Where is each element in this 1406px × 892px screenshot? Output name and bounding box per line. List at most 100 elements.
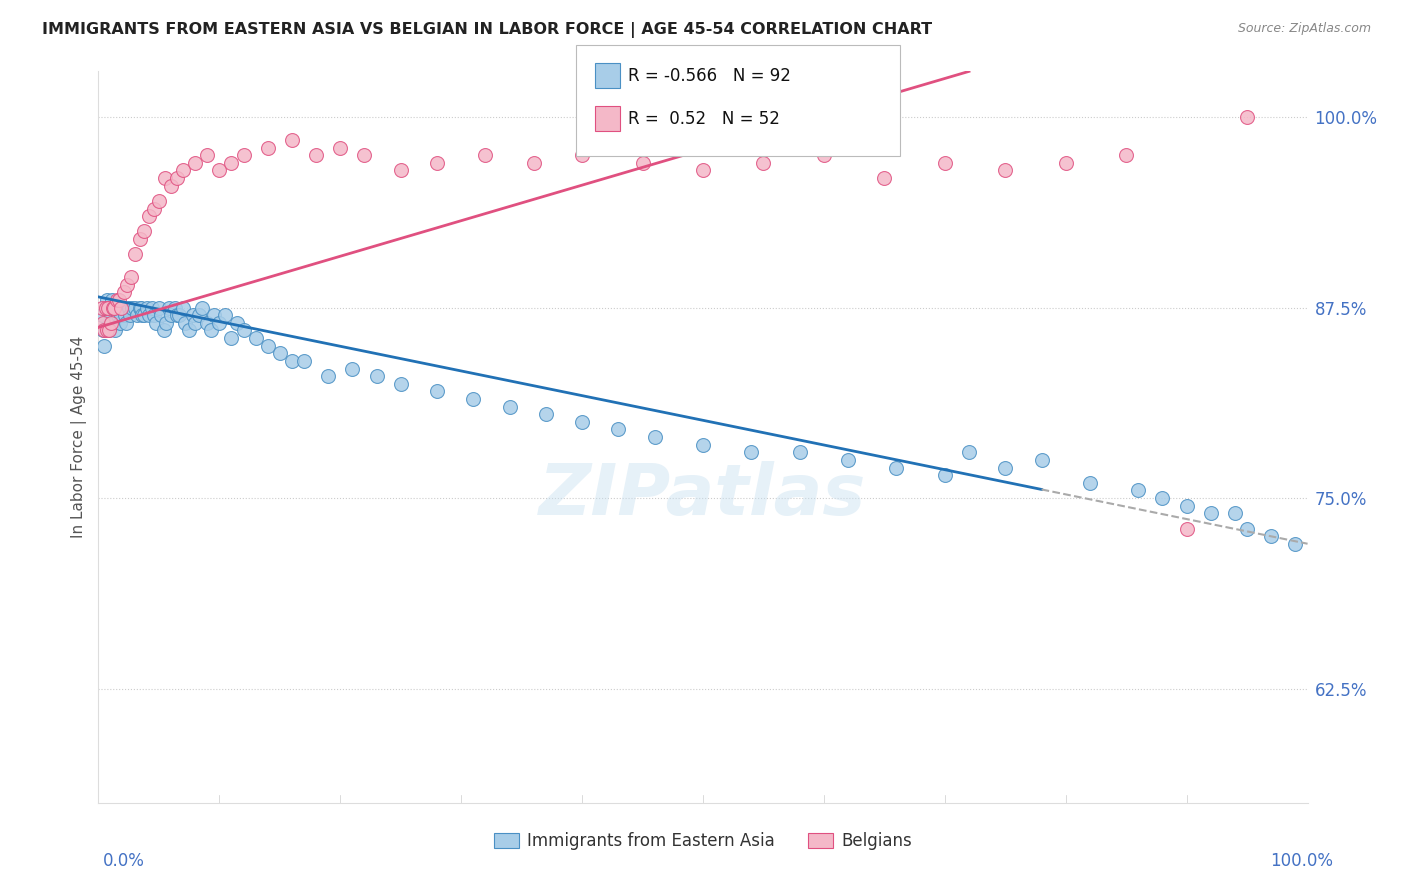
Point: [463, 392, 485, 406]
Point: [571, 148, 593, 162]
Point: [245, 331, 267, 345]
Point: [120, 270, 142, 285]
Point: [837, 453, 859, 467]
Point: [138, 308, 160, 322]
Point: [740, 445, 762, 459]
Point: [994, 460, 1017, 475]
Point: [98, 323, 121, 337]
Point: [631, 156, 654, 170]
Point: [141, 301, 163, 315]
Point: [150, 308, 173, 322]
Point: [789, 445, 811, 459]
Point: [172, 301, 194, 315]
Legend: Immigrants from Eastern Asia, Belgians: Immigrants from Eastern Asia, Belgians: [486, 825, 920, 856]
Point: [389, 163, 412, 178]
Point: [155, 316, 177, 330]
Point: [105, 293, 128, 307]
Point: [232, 323, 254, 337]
Point: [103, 301, 125, 315]
Point: [100, 316, 122, 330]
Point: [934, 156, 956, 170]
Point: [160, 178, 183, 193]
Text: ZIPatlas: ZIPatlas: [540, 461, 866, 530]
Point: [1078, 475, 1101, 490]
Point: [1284, 537, 1306, 551]
Point: [692, 438, 714, 452]
Point: [117, 277, 139, 292]
Point: [148, 301, 170, 315]
Point: [131, 308, 153, 322]
Point: [1115, 148, 1137, 162]
Point: [191, 301, 214, 315]
Text: 0.0%: 0.0%: [103, 852, 145, 870]
Point: [98, 323, 121, 337]
Point: [108, 301, 131, 315]
Point: [195, 148, 218, 162]
Point: [93, 323, 115, 337]
Point: [93, 339, 115, 353]
Point: [110, 301, 132, 315]
Point: [111, 301, 134, 315]
Point: [208, 163, 231, 178]
Point: [426, 156, 449, 170]
Point: [127, 308, 149, 322]
Point: [305, 148, 328, 162]
Text: R = -0.566   N = 92: R = -0.566 N = 92: [628, 67, 792, 85]
Point: [135, 301, 157, 315]
Y-axis label: In Labor Force | Age 45-54: In Labor Force | Age 45-54: [72, 336, 87, 538]
Point: [108, 293, 131, 307]
Point: [153, 171, 176, 186]
Point: [143, 202, 166, 216]
Point: [101, 301, 124, 315]
Point: [1031, 453, 1053, 467]
Point: [166, 308, 188, 322]
Point: [329, 140, 352, 154]
Point: [115, 316, 138, 330]
Point: [157, 301, 180, 315]
Point: [1054, 156, 1077, 170]
Point: [118, 308, 141, 322]
Point: [152, 323, 174, 337]
Point: [94, 301, 117, 315]
Point: [232, 148, 254, 162]
Point: [184, 156, 207, 170]
Point: [121, 301, 143, 315]
Point: [169, 308, 191, 322]
Point: [342, 361, 364, 376]
Point: [97, 301, 120, 315]
Point: [124, 247, 146, 261]
Point: [101, 301, 124, 315]
Point: [172, 163, 194, 178]
Point: [208, 316, 231, 330]
Point: [107, 308, 129, 322]
Point: [226, 316, 249, 330]
Point: [96, 293, 118, 307]
Point: [200, 323, 222, 337]
Point: [389, 376, 412, 391]
Point: [571, 415, 593, 429]
Point: [1175, 499, 1198, 513]
Point: [221, 331, 243, 345]
Point: [163, 301, 186, 315]
Point: [100, 308, 122, 322]
Point: [1152, 491, 1174, 505]
Point: [145, 316, 167, 330]
Point: [426, 384, 449, 399]
Point: [148, 194, 170, 208]
Text: Source: ZipAtlas.com: Source: ZipAtlas.com: [1237, 22, 1371, 36]
Point: [97, 301, 120, 315]
Point: [160, 308, 183, 322]
Point: [94, 301, 117, 315]
Point: [366, 369, 388, 384]
Text: IMMIGRANTS FROM EASTERN ASIA VS BELGIAN IN LABOR FORCE | AGE 45-54 CORRELATION C: IMMIGRANTS FROM EASTERN ASIA VS BELGIAN …: [42, 22, 932, 38]
Point: [134, 224, 156, 238]
Point: [221, 156, 243, 170]
Point: [204, 308, 226, 322]
Point: [474, 148, 496, 162]
Point: [91, 316, 114, 330]
Point: [281, 354, 304, 368]
Point: [100, 293, 122, 307]
Point: [128, 301, 150, 315]
Point: [174, 316, 197, 330]
Point: [256, 339, 278, 353]
